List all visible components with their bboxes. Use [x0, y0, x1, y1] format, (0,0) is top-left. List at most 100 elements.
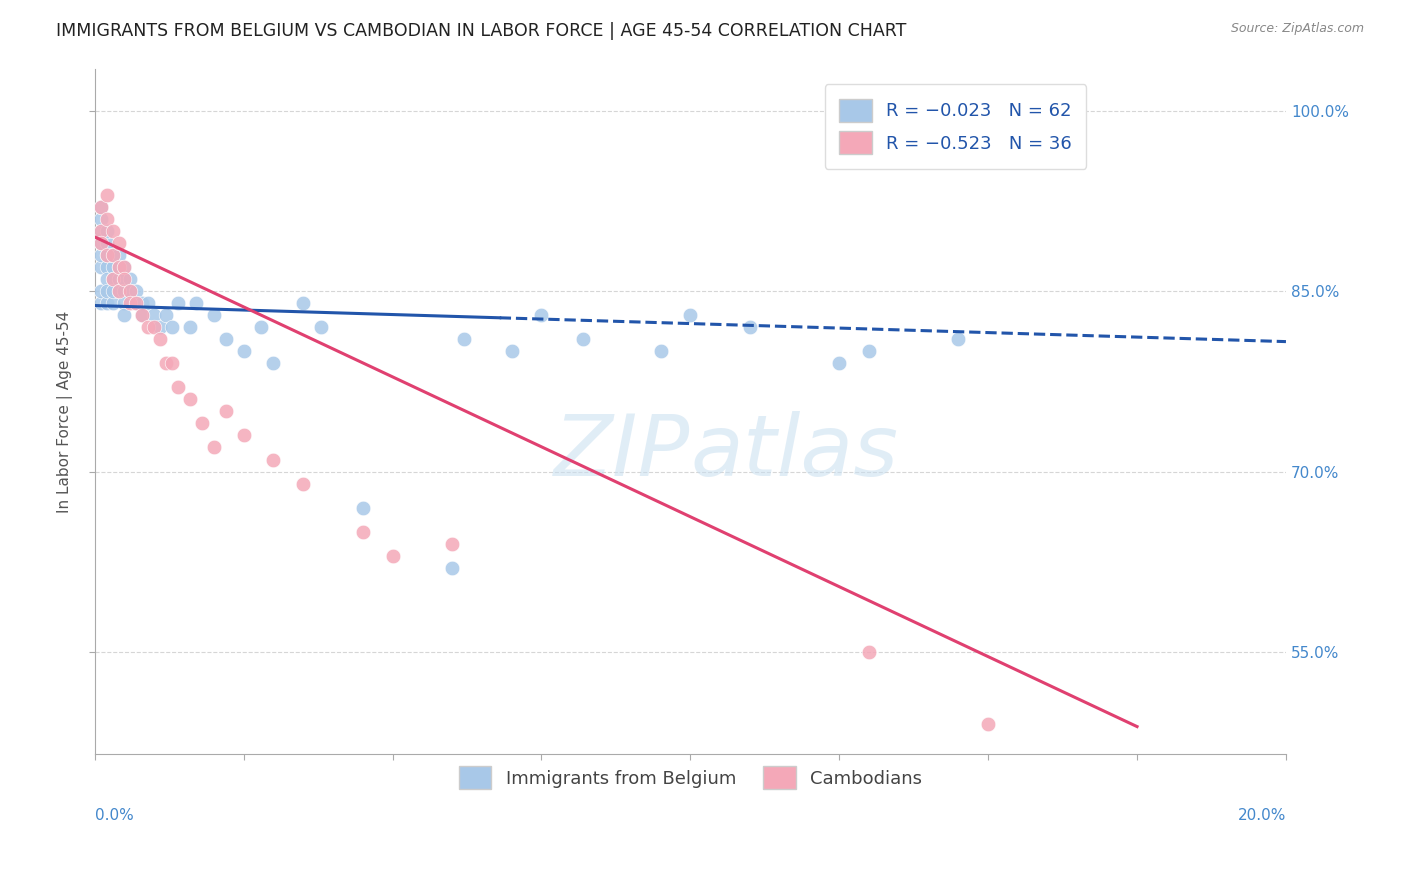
Point: [96, 272, 118, 286]
Point: [738, 320, 761, 334]
Point: [96, 211, 118, 226]
Point: [215, 404, 238, 418]
Point: [120, 284, 142, 298]
Point: [107, 235, 129, 250]
Point: [114, 308, 136, 322]
Point: [125, 284, 148, 298]
Point: [90, 200, 112, 214]
Point: [107, 260, 129, 274]
Point: [650, 344, 672, 359]
Point: [262, 356, 284, 370]
Point: [114, 272, 136, 286]
Point: [101, 224, 124, 238]
Text: ZIP: ZIP: [554, 411, 690, 494]
Legend: Immigrants from Belgium, Cambodians: Immigrants from Belgium, Cambodians: [451, 759, 929, 797]
Point: [101, 248, 124, 262]
Point: [262, 452, 284, 467]
Point: [155, 308, 177, 322]
Point: [250, 320, 273, 334]
Point: [107, 284, 129, 298]
Point: [501, 344, 523, 359]
Point: [90, 248, 112, 262]
Text: Source: ZipAtlas.com: Source: ZipAtlas.com: [1230, 22, 1364, 36]
Point: [96, 296, 118, 310]
Point: [143, 320, 166, 334]
Point: [155, 356, 177, 370]
Point: [96, 235, 118, 250]
Point: [292, 296, 315, 310]
Point: [101, 272, 124, 286]
Point: [149, 320, 172, 334]
Point: [101, 248, 124, 262]
Point: [309, 320, 332, 334]
Point: [215, 332, 238, 346]
Text: atlas: atlas: [690, 411, 898, 494]
Point: [107, 284, 129, 298]
Point: [352, 524, 374, 539]
Point: [136, 320, 159, 334]
Point: [120, 284, 142, 298]
Point: [131, 296, 153, 310]
Point: [179, 320, 201, 334]
Point: [131, 308, 153, 322]
Point: [858, 645, 880, 659]
Point: [114, 284, 136, 298]
Point: [149, 332, 172, 346]
Point: [453, 332, 475, 346]
Point: [101, 272, 124, 286]
Point: [114, 260, 136, 274]
Point: [90, 284, 112, 298]
Point: [90, 224, 112, 238]
Point: [120, 296, 142, 310]
Point: [90, 260, 112, 274]
Point: [90, 224, 112, 238]
Point: [90, 200, 112, 214]
Point: [292, 476, 315, 491]
Point: [977, 717, 1000, 731]
Point: [90, 235, 112, 250]
Point: [202, 441, 225, 455]
Point: [90, 235, 112, 250]
Point: [202, 308, 225, 322]
Point: [96, 224, 118, 238]
Text: 20.0%: 20.0%: [1237, 808, 1286, 823]
Point: [160, 356, 183, 370]
Point: [572, 332, 595, 346]
Point: [828, 356, 851, 370]
Point: [114, 260, 136, 274]
Point: [96, 187, 118, 202]
Point: [96, 248, 118, 262]
Point: [96, 284, 118, 298]
Point: [167, 296, 190, 310]
Point: [381, 549, 404, 563]
Point: [114, 296, 136, 310]
Text: IMMIGRANTS FROM BELGIUM VS CAMBODIAN IN LABOR FORCE | AGE 45-54 CORRELATION CHAR: IMMIGRANTS FROM BELGIUM VS CAMBODIAN IN …: [56, 22, 907, 40]
Point: [101, 284, 124, 298]
Point: [160, 320, 183, 334]
Point: [90, 211, 112, 226]
Text: 0.0%: 0.0%: [94, 808, 134, 823]
Y-axis label: In Labor Force | Age 45-54: In Labor Force | Age 45-54: [58, 310, 73, 513]
Point: [441, 561, 464, 575]
Point: [232, 344, 254, 359]
Point: [167, 380, 190, 394]
Point: [179, 392, 201, 407]
Point: [191, 417, 214, 431]
Point: [184, 296, 207, 310]
Point: [679, 308, 702, 322]
Point: [120, 272, 142, 286]
Point: [107, 272, 129, 286]
Point: [125, 296, 148, 310]
Point: [858, 344, 880, 359]
Point: [101, 260, 124, 274]
Point: [136, 296, 159, 310]
Point: [114, 272, 136, 286]
Point: [131, 308, 153, 322]
Point: [232, 428, 254, 442]
Point: [90, 296, 112, 310]
Point: [441, 537, 464, 551]
Point: [143, 308, 166, 322]
Point: [107, 248, 129, 262]
Point: [96, 260, 118, 274]
Point: [96, 248, 118, 262]
